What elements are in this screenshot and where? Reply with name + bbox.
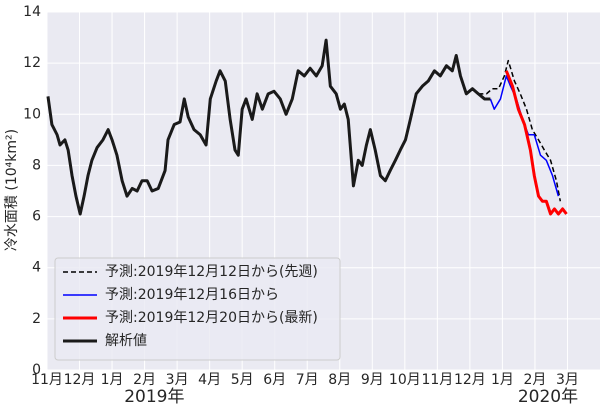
x-tick-label: 8月 — [328, 372, 351, 388]
x-tick-label: 1月 — [101, 372, 124, 388]
series-line — [478, 59, 562, 202]
legend-box — [54, 257, 341, 361]
y-tick-label: 10 — [23, 106, 41, 122]
y-tick-label: 14 — [23, 4, 41, 20]
x-tick-label: 11月 — [31, 372, 63, 388]
y-tick-label: 4 — [32, 260, 41, 276]
x-tick-label: 12月 — [454, 372, 486, 388]
legend-label: 予測:2019年12月16日から — [105, 287, 279, 303]
legend-label: 解析値 — [105, 333, 147, 349]
x-tick-label: 5月 — [231, 372, 254, 388]
y-tick-label: 6 — [32, 209, 41, 225]
y-tick-label: 12 — [23, 55, 41, 71]
y-tick-label: 8 — [32, 157, 41, 173]
legend: 予測:2019年12月12日から(先週) 予測:2019年12月16日から予測:2… — [54, 257, 341, 361]
x-tick-label: 1月 — [491, 372, 514, 388]
x-tick-label: 10月 — [389, 372, 421, 388]
x-tick-label: 4月 — [198, 372, 221, 388]
x-tick-label: 9月 — [361, 372, 384, 388]
series-line — [504, 70, 568, 216]
x-tick-label: 3月 — [166, 372, 189, 388]
y-tick-label: 2 — [32, 311, 41, 327]
x-tick-label: 2月 — [523, 372, 546, 388]
x-tick-label: 7月 — [296, 372, 319, 388]
x-tick-label: 6月 — [263, 372, 286, 388]
y-tick-label: 0 — [32, 362, 41, 378]
year-label: 2019年 — [124, 387, 184, 407]
legend-label: 予測:2019年12月20日から(最新) — [105, 310, 318, 326]
legend-label: 予測:2019年12月12日から(先週) — [105, 264, 318, 280]
year-label: 2020年 — [518, 387, 578, 407]
x-tick-label: 2月 — [133, 372, 156, 388]
x-tick-label: 3月 — [556, 372, 579, 388]
series-line — [46, 38, 491, 216]
y-axis-label: 冷水面積 (10⁴km²) — [4, 129, 20, 251]
x-tick-label: 11月 — [421, 372, 453, 388]
x-tick-label: 12月 — [64, 372, 96, 388]
